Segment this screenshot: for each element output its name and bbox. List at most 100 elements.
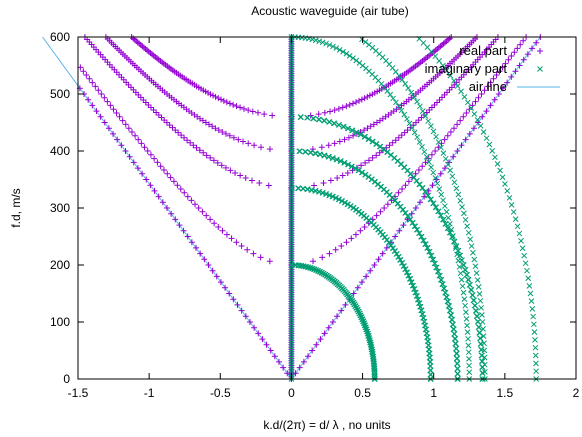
real-part-point — [215, 95, 222, 102]
real-part-point — [305, 353, 312, 360]
real-part-point — [155, 112, 162, 119]
imaginary-part-point — [529, 306, 536, 312]
imaginary-part-point — [346, 53, 353, 59]
real-part-point — [233, 103, 240, 110]
real-part-point — [151, 187, 158, 194]
imaginary-part-point — [430, 256, 437, 263]
imaginary-part-point — [321, 152, 328, 159]
legend-label: imaginary part — [425, 61, 508, 76]
imaginary-part-point — [476, 290, 483, 297]
imaginary-part-point — [464, 271, 470, 278]
imaginary-part-point — [398, 107, 405, 114]
imaginary-part-point — [419, 108, 426, 114]
imaginary-part-point — [402, 81, 409, 87]
imaginary-part-point — [349, 163, 355, 170]
imaginary-part-point — [533, 360, 539, 367]
real-part-point — [451, 125, 458, 132]
real-part-point — [261, 111, 268, 118]
real-part-point — [227, 167, 234, 174]
imaginary-part-point — [526, 283, 533, 289]
real-part-point — [255, 330, 262, 337]
real-part-point — [511, 49, 518, 56]
imaginary-part-point — [323, 40, 329, 47]
imaginary-part-point — [419, 185, 426, 191]
imaginary-part-point — [421, 148, 428, 155]
real-part-point — [350, 132, 357, 139]
real-part-point — [180, 227, 187, 234]
real-part-point — [240, 138, 247, 145]
real-part-point — [335, 105, 342, 112]
real-part-point — [493, 72, 500, 78]
imaginary-part-point — [456, 264, 463, 270]
real-part-point — [350, 290, 357, 297]
imaginary-part-point — [317, 151, 324, 158]
imaginary-part-point — [452, 245, 459, 251]
real-part-point — [104, 98, 111, 105]
real-part-point — [533, 39, 540, 46]
real-part-point — [163, 119, 170, 126]
imaginary-part-point — [414, 134, 421, 141]
real-part-point — [116, 113, 123, 120]
real-part-point — [172, 127, 179, 134]
real-part-point — [377, 208, 384, 215]
real-part-point — [318, 144, 325, 151]
real-part-point — [499, 85, 506, 92]
real-part-point — [215, 224, 222, 230]
imaginary-part-point — [446, 303, 453, 309]
imaginary-part-point — [447, 72, 454, 79]
imaginary-part-point — [433, 264, 440, 271]
imaginary-part-point — [443, 294, 450, 300]
imaginary-part-point — [405, 213, 411, 220]
imaginary-part-point — [326, 42, 333, 48]
imaginary-part-point — [330, 155, 336, 161]
x-tick-label: -0.5 — [210, 386, 231, 400]
real-part-point — [209, 123, 216, 130]
imaginary-part-point — [419, 143, 425, 150]
imaginary-part-point — [532, 344, 539, 351]
real-part-point — [375, 256, 382, 263]
real-part-point — [437, 170, 444, 177]
imaginary-part-point — [521, 252, 528, 259]
real-part-point — [219, 129, 226, 135]
real-part-point — [118, 142, 125, 149]
imaginary-part-point — [465, 276, 472, 283]
real-part-point — [478, 91, 485, 97]
imaginary-part-point — [454, 350, 460, 357]
imaginary-part-point — [453, 340, 459, 347]
real-part-point — [93, 108, 100, 115]
real-part-point — [405, 178, 412, 185]
imaginary-part-point — [440, 216, 447, 223]
real-part-point — [450, 153, 457, 160]
imaginary-part-point — [442, 155, 449, 162]
real-part-point — [178, 132, 185, 139]
real-part-point — [454, 148, 461, 154]
real-part-point — [101, 119, 108, 126]
real-part-point — [520, 37, 527, 44]
imaginary-part-point — [428, 48, 435, 55]
x-tick-label: -1.5 — [68, 386, 89, 400]
imaginary-part-point — [448, 226, 455, 233]
real-part-point — [130, 35, 137, 42]
real-part-point — [86, 75, 93, 82]
axis-ticks: -1.5 -1 -0.5 0 0.5 1 1.5 2 0 100 200 300 400 500 600 — [50, 30, 580, 400]
imaginary-part-point — [432, 260, 438, 267]
real-part-point — [441, 136, 448, 143]
imaginary-part-point — [353, 129, 360, 136]
imaginary-part-point — [465, 335, 471, 342]
imaginary-part-point — [447, 307, 454, 314]
imaginary-part-point — [350, 55, 356, 61]
imaginary-part-point — [481, 354, 488, 361]
real-part-point — [462, 136, 469, 143]
real-part-point — [402, 182, 409, 189]
imaginary-part-point — [388, 242, 395, 249]
x-tick-label: 0 — [288, 386, 295, 400]
real-part-point — [415, 167, 422, 173]
imaginary-part-point — [289, 185, 295, 191]
real-part-point — [362, 159, 369, 166]
real-part-point — [366, 92, 373, 99]
imaginary-part-point — [504, 188, 511, 194]
imaginary-part-point — [516, 230, 523, 237]
real-part-point — [218, 162, 225, 169]
imaginary-part-point — [422, 113, 429, 119]
imaginary-part-point — [434, 180, 441, 187]
